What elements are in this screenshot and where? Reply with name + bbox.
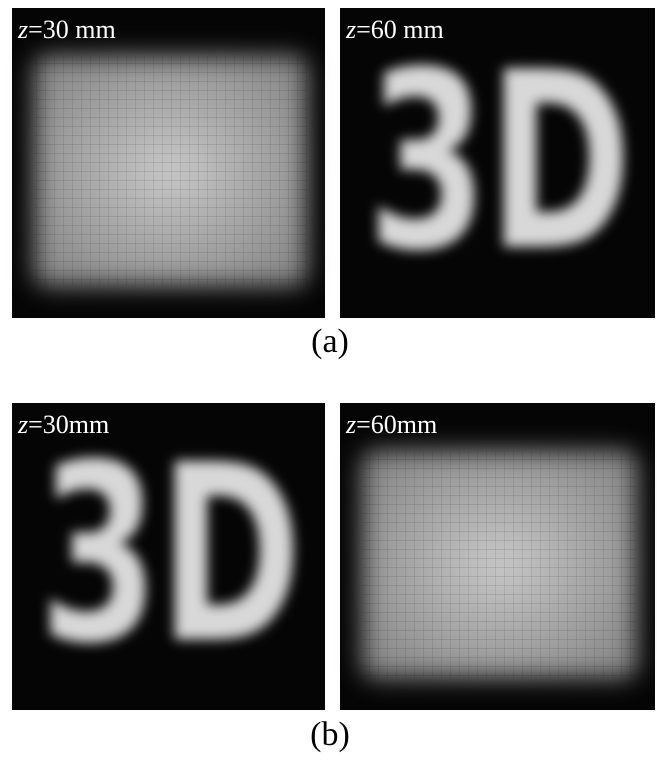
image-panel: 3Dz=30mm	[12, 403, 325, 710]
image-panel: z=30 mm	[12, 8, 325, 318]
image-panel: 3Dz=60 mm	[340, 8, 655, 318]
caption: (a)	[311, 323, 349, 360]
image-label: z=30 mm	[17, 15, 116, 44]
image-label: z=60 mm	[345, 15, 444, 44]
image-object-text: 3D	[367, 20, 632, 305]
image-grid-texture	[362, 451, 637, 678]
label-value: =30mm	[28, 410, 109, 439]
figure: z=30 mm3Dz=60 mm(a)3Dz=30mmz=60mm(b)	[0, 0, 657, 767]
image-panel: z=60mm	[340, 403, 655, 710]
label-variable: z	[345, 15, 356, 44]
image-object-text: 3D	[39, 412, 302, 697]
label-variable: z	[17, 410, 28, 439]
label-value: =60 mm	[356, 15, 444, 44]
label-variable: z	[345, 410, 356, 439]
label-variable: z	[17, 15, 28, 44]
image-label: z=60mm	[345, 410, 437, 439]
image-label: z=30mm	[17, 410, 109, 439]
label-value: =30 mm	[28, 15, 116, 44]
label-value: =60mm	[356, 410, 437, 439]
image-grid-texture	[34, 56, 307, 286]
caption: (b)	[310, 716, 350, 753]
